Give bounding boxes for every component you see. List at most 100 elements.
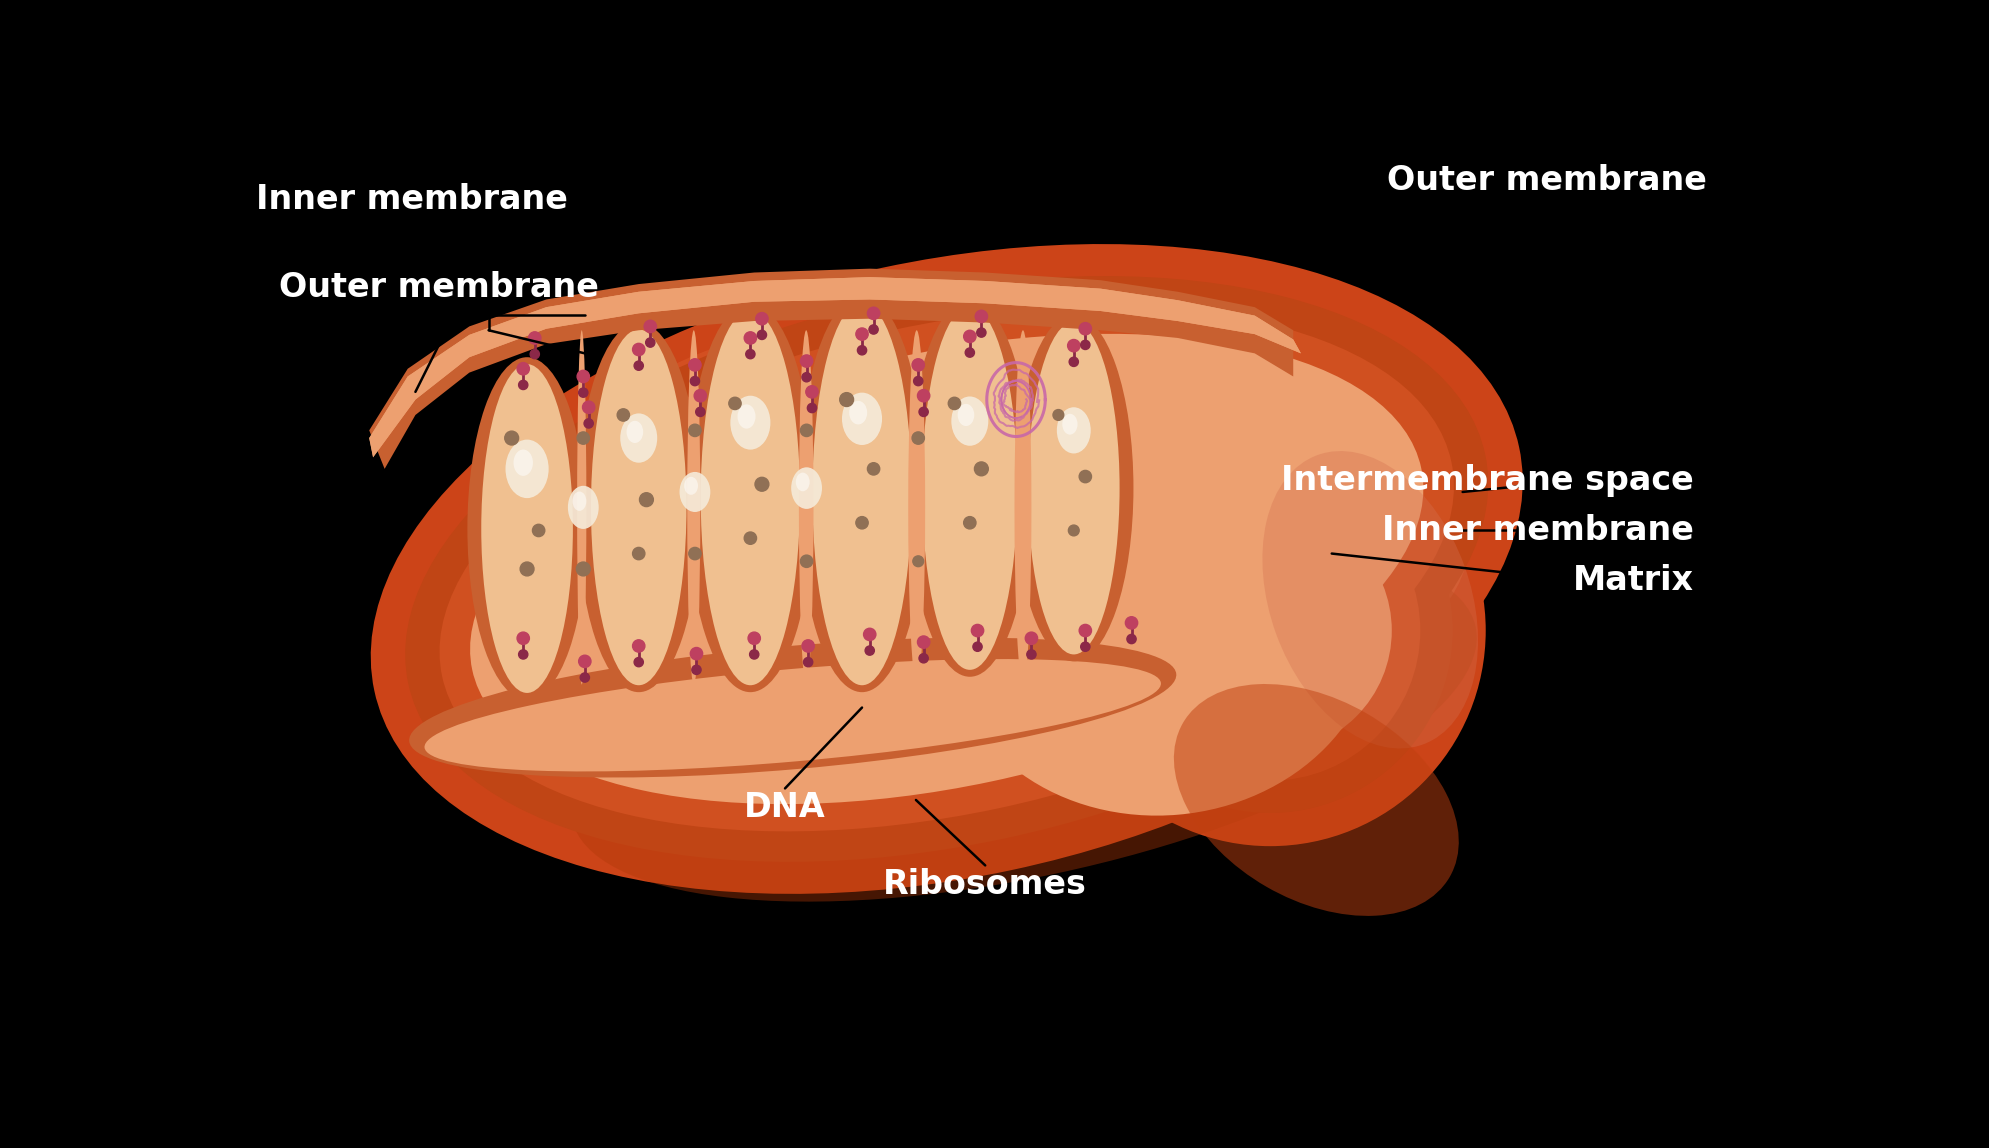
Circle shape	[855, 328, 867, 340]
Circle shape	[965, 348, 975, 357]
Circle shape	[644, 320, 656, 333]
Ellipse shape	[577, 331, 587, 684]
Circle shape	[577, 371, 589, 382]
Circle shape	[800, 425, 812, 436]
Circle shape	[754, 478, 768, 491]
Circle shape	[1068, 357, 1078, 366]
Ellipse shape	[947, 445, 1376, 815]
Circle shape	[746, 349, 754, 358]
Circle shape	[690, 377, 700, 386]
Text: Outer membrane: Outer membrane	[278, 271, 599, 304]
Circle shape	[744, 332, 756, 344]
Ellipse shape	[1261, 451, 1478, 748]
Ellipse shape	[812, 303, 911, 685]
Ellipse shape	[627, 421, 642, 443]
Circle shape	[579, 388, 587, 397]
Ellipse shape	[1028, 321, 1120, 654]
Circle shape	[800, 556, 812, 567]
Circle shape	[634, 658, 642, 667]
Circle shape	[750, 650, 758, 659]
Circle shape	[963, 331, 975, 342]
Ellipse shape	[481, 364, 573, 693]
Ellipse shape	[410, 637, 1175, 777]
Ellipse shape	[907, 331, 925, 684]
Circle shape	[688, 358, 700, 371]
Circle shape	[728, 397, 740, 410]
Ellipse shape	[406, 276, 1488, 862]
Circle shape	[633, 548, 644, 560]
Circle shape	[1024, 633, 1036, 644]
Text: Outer membrane: Outer membrane	[1386, 164, 1707, 196]
Ellipse shape	[621, 413, 656, 463]
Ellipse shape	[467, 357, 587, 700]
Circle shape	[911, 358, 925, 371]
Ellipse shape	[798, 331, 814, 684]
Circle shape	[505, 432, 519, 445]
Polygon shape	[370, 277, 1301, 457]
Circle shape	[857, 346, 867, 355]
Text: Inner membrane: Inner membrane	[1380, 514, 1693, 546]
Circle shape	[688, 425, 700, 436]
Circle shape	[1126, 616, 1138, 629]
Circle shape	[971, 625, 983, 637]
Circle shape	[913, 556, 923, 567]
Ellipse shape	[1174, 684, 1458, 916]
Circle shape	[583, 419, 593, 428]
Ellipse shape	[1062, 413, 1076, 435]
Circle shape	[867, 308, 879, 319]
Circle shape	[975, 310, 987, 323]
Text: Inner membrane: Inner membrane	[255, 183, 567, 216]
Circle shape	[638, 492, 652, 506]
Circle shape	[617, 409, 629, 421]
Circle shape	[758, 331, 766, 340]
Ellipse shape	[424, 659, 1160, 771]
Circle shape	[802, 639, 814, 652]
Circle shape	[919, 653, 927, 662]
Ellipse shape	[469, 334, 1422, 804]
Ellipse shape	[565, 324, 1020, 583]
Circle shape	[579, 656, 591, 667]
Circle shape	[688, 548, 700, 560]
Text: Matrix: Matrix	[1571, 564, 1693, 597]
Polygon shape	[370, 277, 1301, 457]
Circle shape	[644, 338, 654, 347]
Ellipse shape	[951, 396, 989, 445]
Circle shape	[804, 658, 812, 667]
Ellipse shape	[678, 472, 710, 512]
Circle shape	[911, 432, 925, 444]
Ellipse shape	[686, 331, 700, 684]
Circle shape	[1068, 525, 1078, 536]
Ellipse shape	[796, 473, 810, 491]
Circle shape	[839, 393, 853, 406]
Circle shape	[690, 647, 702, 660]
Circle shape	[863, 628, 875, 641]
Circle shape	[633, 639, 644, 652]
Circle shape	[519, 563, 533, 576]
Circle shape	[800, 355, 812, 367]
Ellipse shape	[686, 303, 814, 692]
Polygon shape	[370, 269, 1293, 468]
Ellipse shape	[798, 296, 925, 692]
Circle shape	[1066, 340, 1080, 351]
Ellipse shape	[907, 300, 1030, 677]
Ellipse shape	[370, 245, 1522, 894]
Circle shape	[865, 646, 873, 656]
Ellipse shape	[841, 393, 881, 445]
Ellipse shape	[849, 401, 867, 425]
Circle shape	[748, 633, 760, 644]
Circle shape	[756, 312, 768, 325]
Circle shape	[529, 349, 539, 358]
Ellipse shape	[1148, 509, 1390, 752]
Ellipse shape	[1056, 408, 1090, 453]
Circle shape	[694, 389, 706, 402]
Circle shape	[519, 380, 527, 389]
Circle shape	[1052, 410, 1064, 420]
Ellipse shape	[1193, 406, 1470, 654]
Ellipse shape	[513, 450, 533, 476]
Ellipse shape	[567, 486, 599, 529]
Circle shape	[808, 403, 815, 412]
Circle shape	[517, 633, 529, 644]
Circle shape	[913, 377, 923, 386]
Circle shape	[581, 673, 589, 682]
Ellipse shape	[577, 323, 700, 692]
